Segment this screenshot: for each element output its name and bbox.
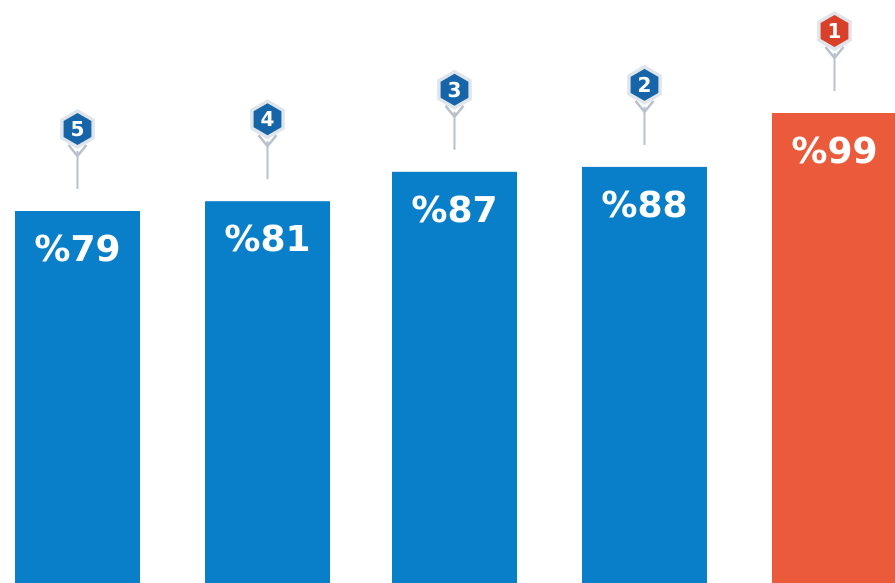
bar-value-label: %99 (791, 131, 877, 172)
badge-hexagon (440, 73, 469, 106)
bar-value-label: %79 (34, 229, 120, 270)
badge-rank-label: 1 (828, 19, 842, 43)
badge-chevron (634, 100, 655, 114)
rank-badge: 5 (60, 109, 95, 189)
bar-value-label: %88 (601, 185, 687, 226)
badge-rank-label: 2 (638, 73, 652, 97)
rank-badge: 3 (437, 69, 472, 150)
badge-hexagon (253, 103, 282, 136)
rank-badge: 1 (817, 11, 852, 91)
badge-hexagon (630, 68, 659, 101)
bar-value-label: %81 (224, 219, 310, 260)
bar-value-label: %87 (411, 190, 497, 231)
bar-1 (772, 113, 895, 583)
bar-2 (582, 166, 707, 583)
bar-3 (392, 171, 517, 583)
badge-chevron (257, 134, 278, 149)
badge-rank-label: 5 (71, 117, 85, 141)
rank-badge: 2 (627, 64, 662, 145)
badge-chevron (824, 46, 845, 60)
bar-4 (205, 201, 330, 583)
badge-chevron (444, 105, 465, 119)
rank-badge: 4 (250, 99, 285, 180)
badge-rank-label: 4 (261, 107, 275, 131)
badge-chevron (67, 144, 88, 158)
badge-hexagon (820, 15, 849, 47)
badge-rank-label: 3 (448, 78, 462, 102)
bar-5 (15, 211, 140, 583)
badge-hexagon (63, 113, 92, 145)
